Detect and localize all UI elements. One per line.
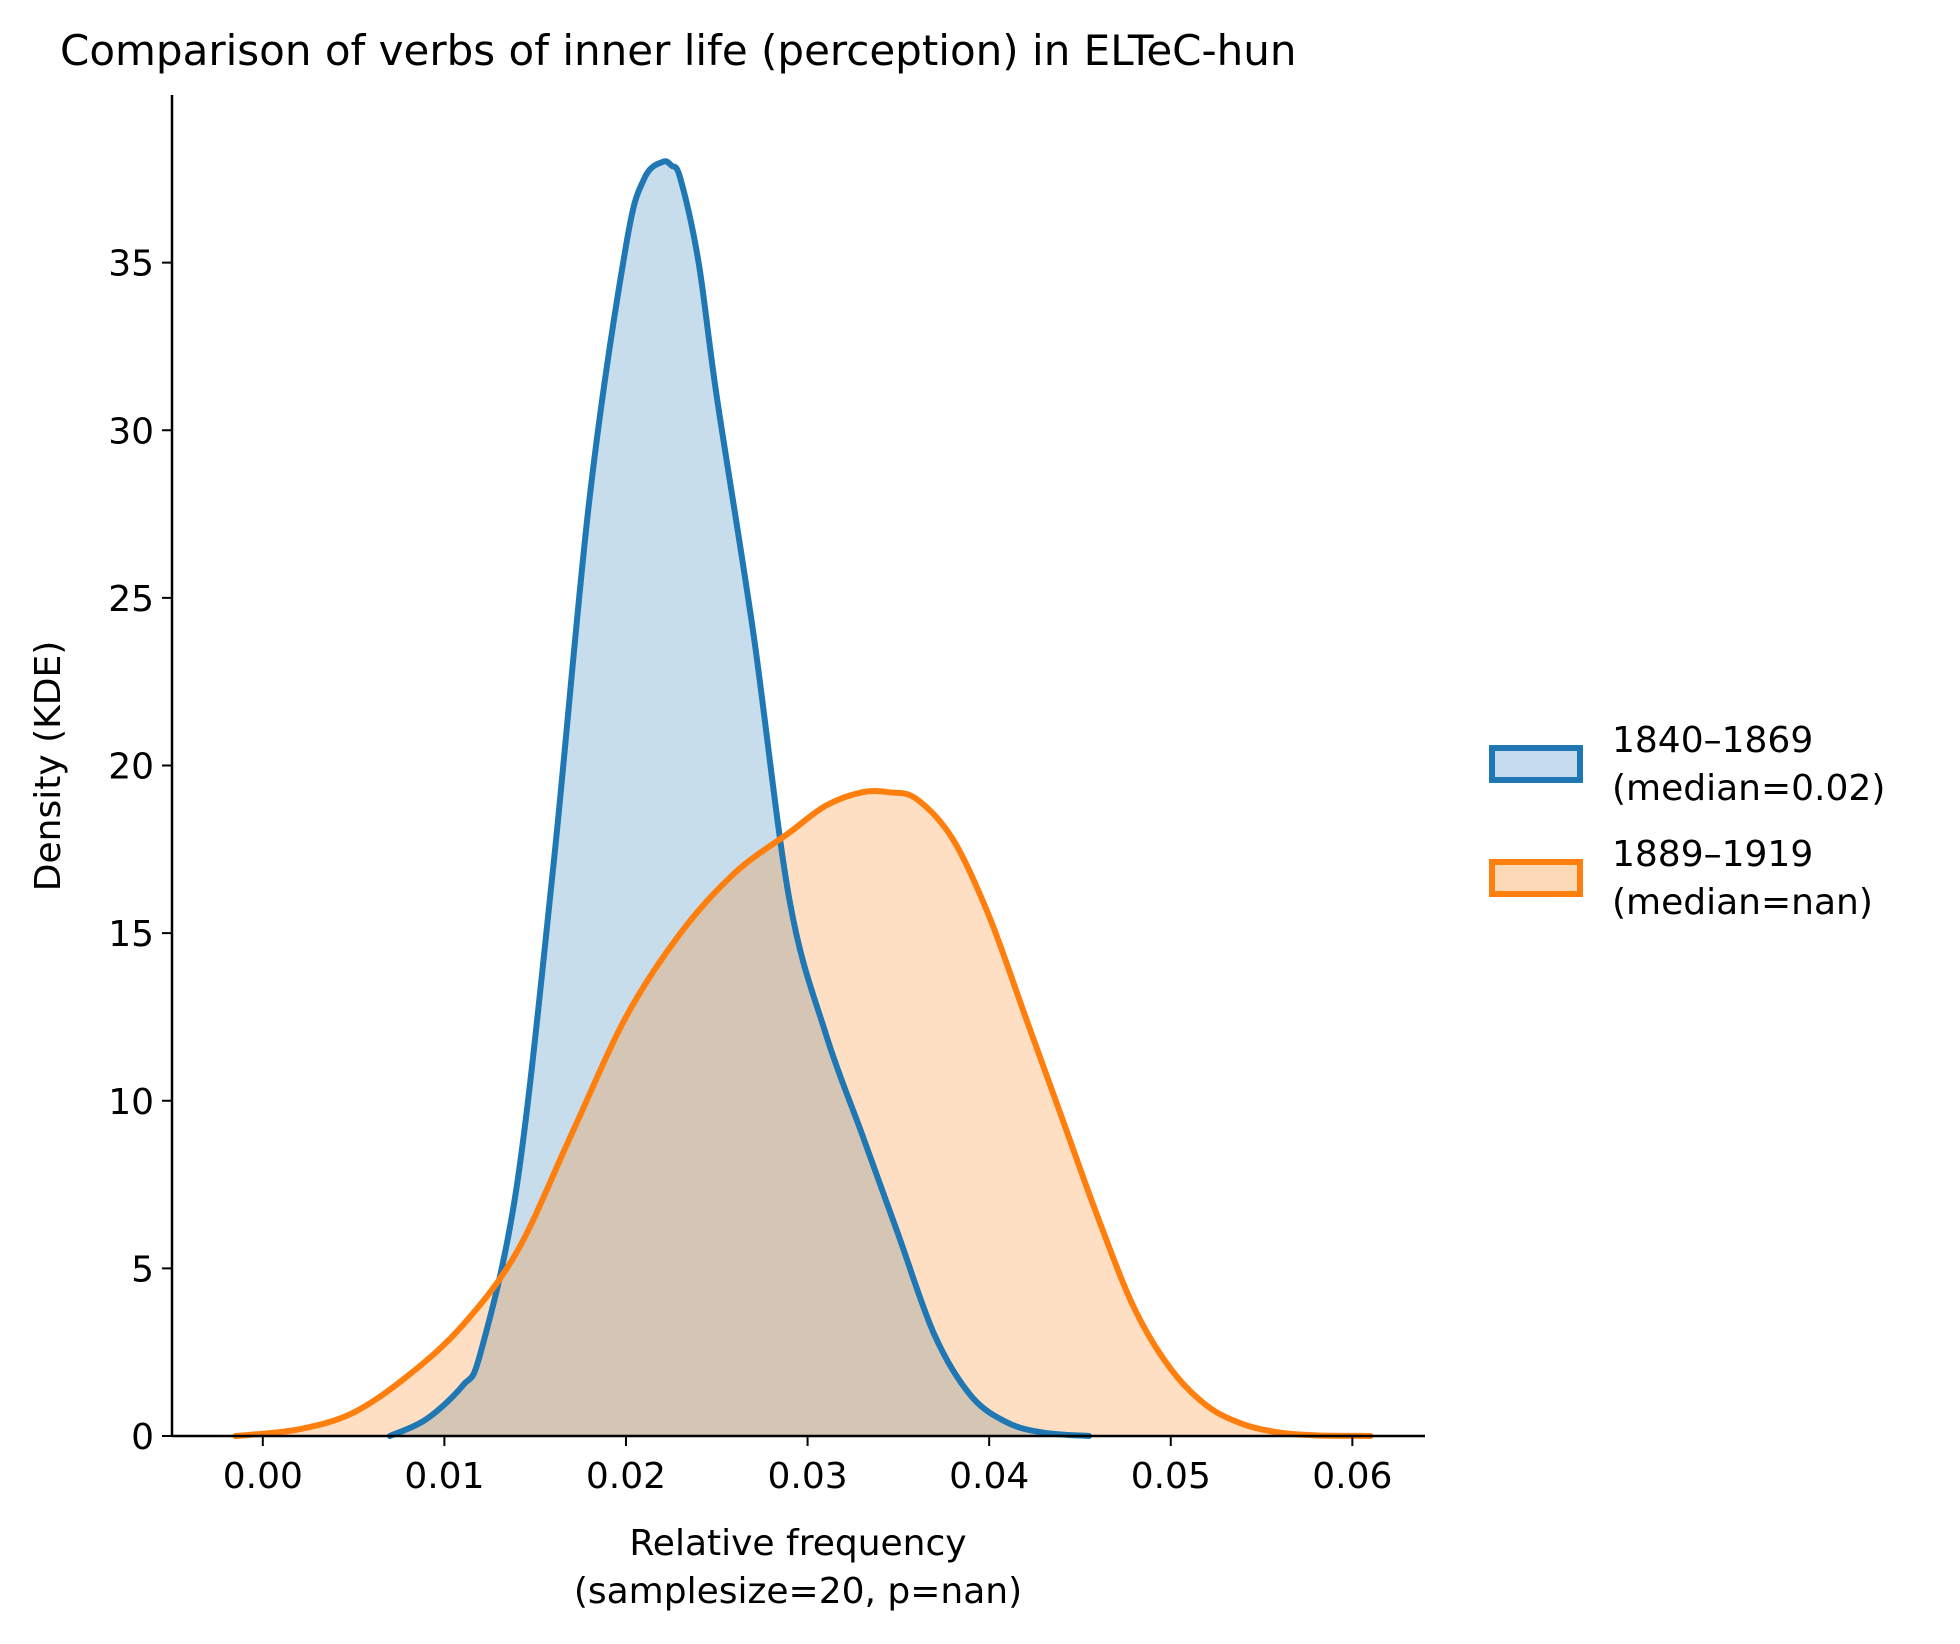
legend-label-1840-1869-median: (median=0.02) bbox=[1612, 768, 1885, 809]
y-tick-label: 25 bbox=[108, 579, 154, 620]
y-tick-label: 30 bbox=[108, 411, 154, 452]
density-area-series-0 bbox=[389, 161, 1090, 1436]
y-tick-label: 15 bbox=[108, 914, 154, 955]
density-line-series-1 bbox=[232, 788, 1374, 1439]
y-tick-label: 0 bbox=[131, 1417, 154, 1458]
legend-swatch-1889-1919 bbox=[1489, 859, 1583, 897]
x-tick-label: 0.03 bbox=[768, 1456, 848, 1497]
x-tick-label: 0.05 bbox=[1131, 1456, 1211, 1497]
x-tick-label: 0.04 bbox=[949, 1456, 1029, 1497]
y-axis-ticks: 0 5 10 15 20 25 30 35 bbox=[108, 244, 172, 1458]
y-axis-label: Density (KDE) bbox=[28, 641, 69, 891]
density-areas bbox=[235, 161, 1371, 1436]
legend-label-1889-1919-median: (median=nan) bbox=[1612, 882, 1873, 923]
x-axis-label-subtitle: (samplesize=20, p=nan) bbox=[574, 1571, 1022, 1612]
x-tick-label: 0.00 bbox=[223, 1456, 303, 1497]
x-axis-label: Relative frequency bbox=[629, 1523, 966, 1564]
density-area-series-1 bbox=[235, 791, 1371, 1436]
density-line-series-0 bbox=[386, 158, 1093, 1439]
y-tick-label: 20 bbox=[108, 747, 154, 788]
y-tick-label: 35 bbox=[108, 244, 154, 285]
legend-label-1840-1869: 1840–1869 bbox=[1612, 720, 1813, 761]
y-tick-label: 5 bbox=[131, 1249, 154, 1290]
density-lines bbox=[232, 158, 1374, 1439]
legend-label-1889-1919: 1889–1919 bbox=[1612, 834, 1813, 875]
legend: 1840–1869 (median=0.02) 1889–1919 (media… bbox=[1489, 720, 1885, 923]
chart-title: Comparison of verbs of inner life (perce… bbox=[60, 26, 1297, 75]
x-tick-label: 0.06 bbox=[1312, 1456, 1392, 1497]
y-tick-label: 10 bbox=[108, 1082, 154, 1123]
legend-swatch-1840-1869 bbox=[1489, 745, 1583, 783]
x-tick-label: 0.01 bbox=[404, 1456, 484, 1497]
x-tick-label: 0.02 bbox=[586, 1456, 666, 1497]
x-axis-ticks: 0.00 0.01 0.02 0.03 0.04 0.05 0.06 bbox=[223, 1436, 1392, 1497]
